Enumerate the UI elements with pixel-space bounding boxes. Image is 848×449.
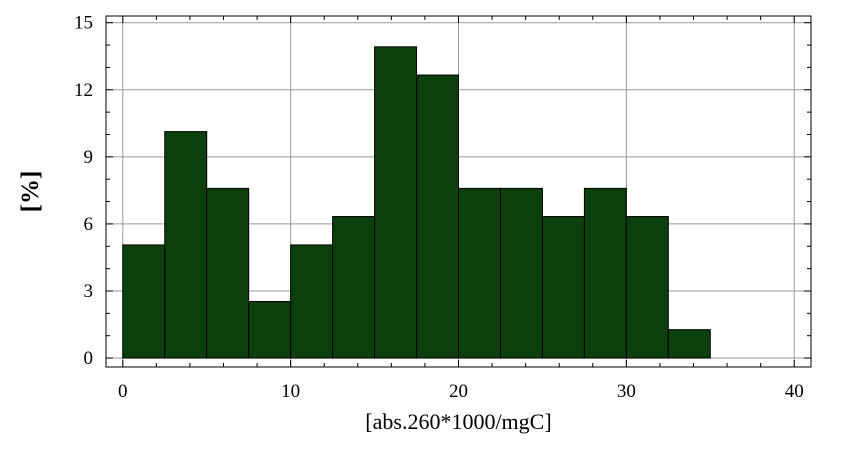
y-axis-title: [%]: [17, 171, 44, 213]
histogram-bar: [290, 244, 334, 359]
x-tick-label: 10: [281, 381, 300, 402]
y-tick-labels: 0 3 6 9 12 15: [74, 13, 93, 369]
histogram-bar: [248, 300, 292, 359]
histogram-bar: [374, 46, 418, 359]
histogram-bar: [164, 131, 208, 359]
histogram-bar: [625, 216, 669, 359]
y-tick-label: 0: [84, 348, 94, 369]
y-tick-label: 15: [74, 13, 93, 34]
histogram-bars: [122, 46, 711, 359]
y-tick-label: 12: [74, 80, 93, 101]
y-tick-label: 9: [84, 147, 94, 168]
histogram-bar: [458, 187, 501, 359]
x-tick-label: 40: [785, 381, 804, 402]
histogram-bar: [499, 187, 543, 359]
y-tick-label: 6: [84, 214, 94, 235]
x-axis-title: [abs.260*1000/mgC]: [365, 409, 551, 434]
x-tick-label: 0: [118, 381, 128, 402]
histogram-bar: [667, 329, 711, 359]
histogram-bar: [206, 187, 250, 359]
histogram-bar: [332, 216, 376, 359]
histogram-bar: [122, 244, 166, 359]
x-tick-label: 20: [449, 381, 468, 402]
axis-ticks: [106, 16, 811, 367]
histogram-bar: [541, 216, 585, 359]
histogram-bar: [583, 187, 627, 359]
x-tick-labels: 0 10 20 30 40: [118, 381, 804, 402]
histogram-bar: [416, 74, 459, 359]
x-tick-label: 30: [617, 381, 636, 402]
y-tick-label: 3: [84, 281, 94, 302]
